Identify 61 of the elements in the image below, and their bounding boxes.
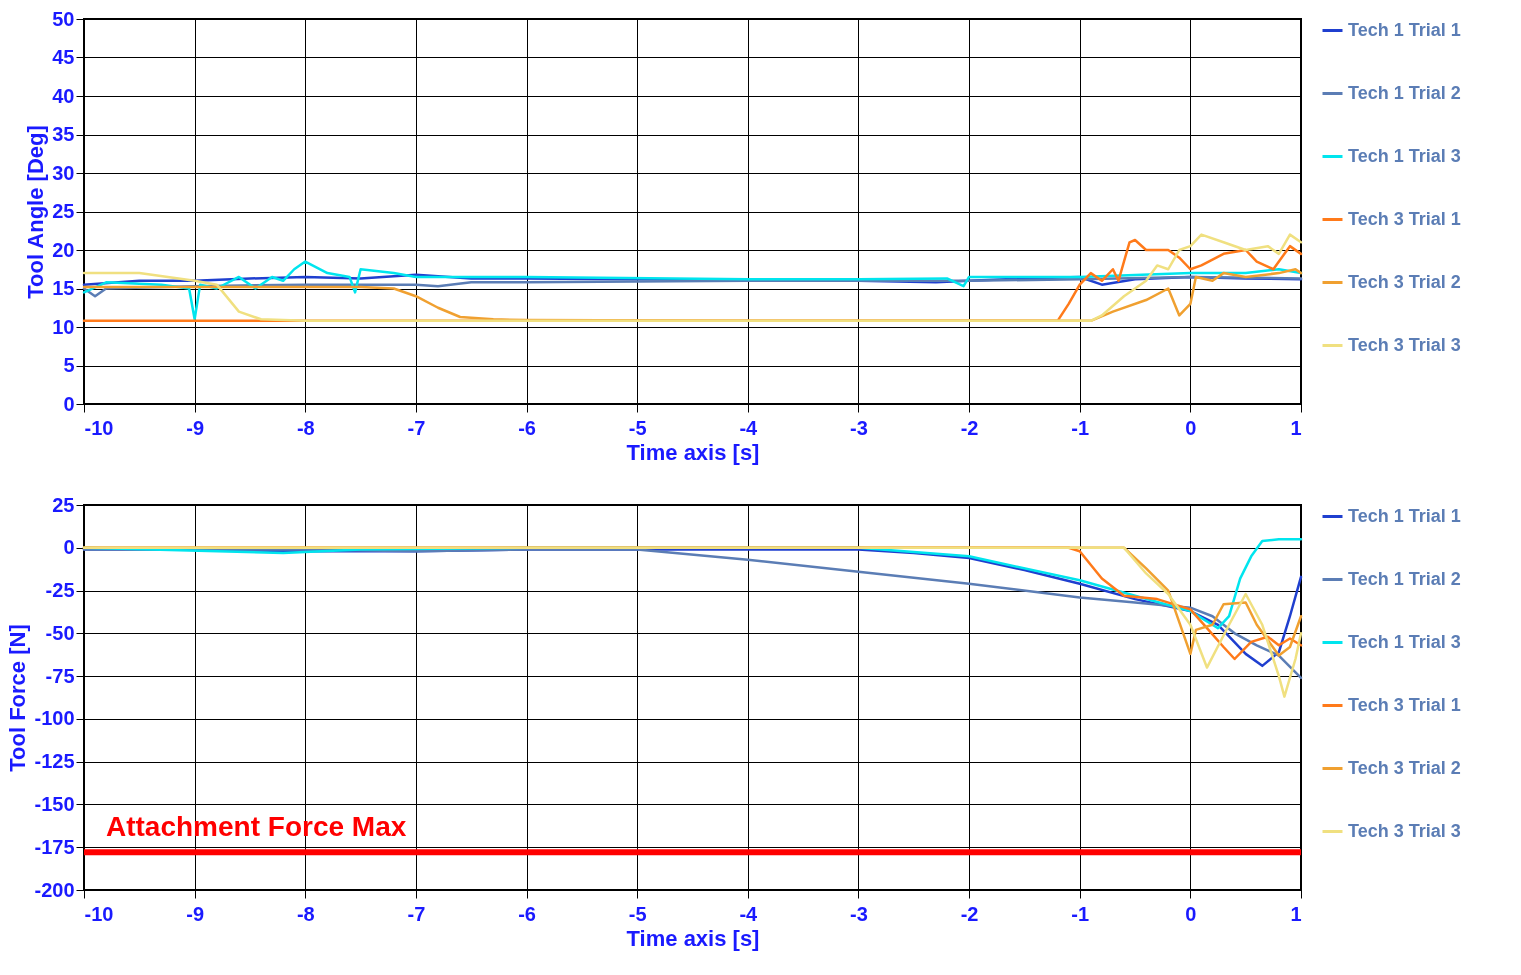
y-tick-label: 35 <box>52 123 75 145</box>
x-tick-label: -7 <box>407 902 426 925</box>
x-tick-label: -3 <box>850 416 868 439</box>
legend-label: Tech 1 Trial 2 <box>1348 82 1461 103</box>
x-tick-label: 1 <box>1290 902 1302 925</box>
y-tick-label: 25 <box>52 493 75 516</box>
x-tick-label: 0 <box>1185 416 1197 439</box>
y-tick-label: 20 <box>52 238 75 261</box>
legend-label: Tech 3 Trial 2 <box>1348 271 1461 292</box>
x-tick-label: 1 <box>1290 416 1302 439</box>
y-tick-label: -25 <box>45 579 75 602</box>
x-tick-label: -2 <box>960 416 979 439</box>
y-tick-label: -125 <box>34 750 75 773</box>
y-tick-label: -50 <box>45 621 75 644</box>
y-tick-label: 40 <box>52 84 75 107</box>
y-tick-label: 10 <box>52 315 75 338</box>
x-axis-title: Time axis [s] <box>626 925 760 951</box>
legend-label: Tech 1 Trial 3 <box>1348 631 1461 652</box>
x-tick-label: -7 <box>407 416 426 439</box>
y-tick-label: 15 <box>52 277 75 299</box>
legend-label: Tech 1 Trial 1 <box>1348 19 1461 40</box>
y-tick-label: 5 <box>63 354 75 376</box>
x-tick-label: -10 <box>84 902 114 925</box>
x-tick-label: -8 <box>296 416 315 439</box>
y-axis-title: Tool Angle [Deg] <box>23 125 49 299</box>
y-tick-label: 30 <box>52 161 75 184</box>
legend-label: Tech 3 Trial 1 <box>1348 694 1461 715</box>
x-tick-label: 0 <box>1185 902 1197 925</box>
legend-label: Tech 1 Trial 3 <box>1348 145 1461 166</box>
legend-label: Tech 1 Trial 2 <box>1348 568 1461 589</box>
x-tick-label: -5 <box>628 902 647 925</box>
x-tick-label: -5 <box>628 416 647 439</box>
y-tick-label: 0 <box>63 392 75 415</box>
legend-label: Tech 3 Trial 2 <box>1348 757 1461 778</box>
legend-label: Tech 3 Trial 1 <box>1348 208 1461 229</box>
y-axis-title: Tool Force [N] <box>5 624 31 772</box>
x-tick-label: -3 <box>850 902 868 925</box>
y-tick-label: -75 <box>45 664 75 687</box>
x-tick-label: -4 <box>739 902 759 925</box>
legend-label: Tech 1 Trial 1 <box>1348 505 1461 526</box>
y-tick-label: -150 <box>34 792 75 815</box>
y-tick-label: -175 <box>34 835 75 858</box>
x-tick-label: -10 <box>84 416 114 439</box>
x-axis-title: Time axis [s] <box>626 439 760 465</box>
x-tick-label: -9 <box>186 416 205 439</box>
y-tick-label: 0 <box>63 536 75 559</box>
y-tick-label: 50 <box>52 7 75 30</box>
x-tick-label: -8 <box>296 902 315 925</box>
x-tick-label: -4 <box>739 416 759 439</box>
y-tick-label: -200 <box>34 878 75 901</box>
y-tick-label: 45 <box>52 46 75 68</box>
legend-label: Tech 3 Trial 3 <box>1348 820 1461 841</box>
legend-label: Tech 3 Trial 3 <box>1348 334 1461 355</box>
x-tick-label: -2 <box>960 902 979 925</box>
y-tick-label: 25 <box>52 200 75 222</box>
y-tick-label: -100 <box>34 707 75 730</box>
x-tick-label: -1 <box>1071 416 1090 439</box>
x-tick-label: -9 <box>186 902 205 925</box>
x-tick-label: -1 <box>1071 902 1090 925</box>
x-tick-label: -6 <box>518 416 536 439</box>
x-tick-label: -6 <box>518 902 536 925</box>
